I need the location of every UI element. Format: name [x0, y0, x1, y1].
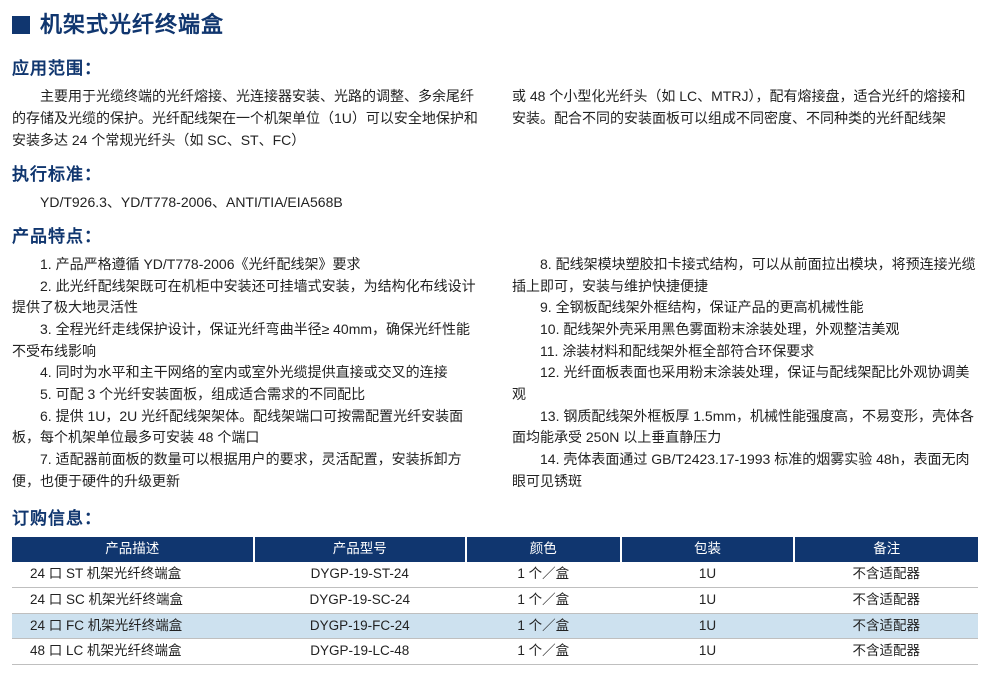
- feature-item: 3. 全程光纤走线保护设计，保证光纤弯曲半径≥ 40mm，确保光纤性能不受布线影…: [12, 319, 478, 362]
- table-cell: 不含适配器: [794, 562, 978, 587]
- features-heading: 产品特点：: [12, 224, 978, 250]
- table-cell: 1U: [621, 562, 795, 587]
- feature-item: 5. 可配 3 个光纤安装面板，组成适合需求的不同配比: [12, 384, 478, 406]
- features-right-col: 8. 配线架模块塑胶扣卡接式结构，可以从前面拉出模块，将预连接光缆插上即可，安装…: [512, 254, 978, 493]
- scope-columns: 主要用于光缆终端的光纤熔接、光连接器安装、光路的调整、多余尾纤的存储及光缆的保护…: [12, 86, 978, 151]
- table-row: 24 口 ST 机架光纤终端盒DYGP-19-ST-241 个／盒1U不含适配器: [12, 562, 978, 587]
- table-cell: 1 个／盒: [466, 613, 621, 639]
- table-header-cell: 颜色: [466, 537, 621, 562]
- table-cell: 不含适配器: [794, 639, 978, 665]
- scope-left-text: 主要用于光缆终端的光纤熔接、光连接器安装、光路的调整、多余尾纤的存储及光缆的保护…: [12, 86, 478, 151]
- table-cell: DYGP-19-FC-24: [254, 613, 467, 639]
- feature-item: 9. 全钢板配线架外框结构，保证产品的更高机械性能: [512, 297, 978, 319]
- table-cell: 1 个／盒: [466, 587, 621, 613]
- table-cell: 1U: [621, 639, 795, 665]
- feature-item: 1. 产品严格遵循 YD/T778-2006《光纤配线架》要求: [12, 254, 478, 276]
- table-cell: 1 个／盒: [466, 639, 621, 665]
- table-row: 24 口 FC 机架光纤终端盒DYGP-19-FC-241 个／盒1U不含适配器: [12, 613, 978, 639]
- table-cell: 48 口 LC 机架光纤终端盒: [12, 639, 254, 665]
- table-cell: DYGP-19-ST-24: [254, 562, 467, 587]
- page-title: 机架式光纤终端盒: [40, 8, 224, 42]
- table-cell: 1U: [621, 613, 795, 639]
- scope-right-text: 或 48 个小型化光纤头（如 LC、MTRJ），配有熔接盘，适合光纤的熔接和安装…: [512, 86, 978, 129]
- feature-item: 2. 此光纤配线架既可在机柜中安装还可挂墙式安装，为结构化布线设计提供了极大地灵…: [12, 276, 478, 319]
- feature-item: 10. 配线架外壳采用黑色雾面粉末涂装处理，外观整洁美观: [512, 319, 978, 341]
- feature-item: 8. 配线架模块塑胶扣卡接式结构，可以从前面拉出模块，将预连接光缆插上即可，安装…: [512, 254, 978, 297]
- order-heading: 订购信息：: [12, 506, 978, 532]
- features-columns: 1. 产品严格遵循 YD/T778-2006《光纤配线架》要求2. 此光纤配线架…: [12, 254, 978, 493]
- feature-item: 12. 光纤面板表面也采用粉末涂装处理，保证与配线架配比外观协调美观: [512, 362, 978, 405]
- table-cell: 不含适配器: [794, 613, 978, 639]
- title-row: 机架式光纤终端盒: [12, 8, 978, 42]
- table-header-cell: 包装: [621, 537, 795, 562]
- table-cell: 不含适配器: [794, 587, 978, 613]
- table-header-row: 产品描述产品型号颜色包装备注: [12, 537, 978, 562]
- table-row: 48 口 LC 机架光纤终端盒DYGP-19-LC-481 个／盒1U不含适配器: [12, 639, 978, 665]
- feature-item: 13. 钢质配线架外框板厚 1.5mm，机械性能强度高，不易变形，壳体各面均能承…: [512, 406, 978, 449]
- title-square-icon: [12, 16, 30, 34]
- feature-item: 14. 壳体表面通过 GB/T2423.17-1993 标准的烟雾实验 48h，…: [512, 449, 978, 492]
- table-cell: DYGP-19-LC-48: [254, 639, 467, 665]
- table-cell: 24 口 SC 机架光纤终端盒: [12, 587, 254, 613]
- features-left-col: 1. 产品严格遵循 YD/T778-2006《光纤配线架》要求2. 此光纤配线架…: [12, 254, 478, 493]
- feature-item: 4. 同时为水平和主干网络的室内或室外光缆提供直接或交叉的连接: [12, 362, 478, 384]
- scope-heading: 应用范围：: [12, 56, 978, 82]
- table-cell: 1 个／盒: [466, 562, 621, 587]
- feature-item: 7. 适配器前面板的数量可以根据用户的要求，灵活配置，安装拆卸方便，也便于硬件的…: [12, 449, 478, 492]
- feature-item: 6. 提供 1U，2U 光纤配线架架体。配线架端口可按需配置光纤安装面板，每个机…: [12, 406, 478, 449]
- table-body: 24 口 ST 机架光纤终端盒DYGP-19-ST-241 个／盒1U不含适配器…: [12, 562, 978, 665]
- table-cell: 24 口 FC 机架光纤终端盒: [12, 613, 254, 639]
- table-row: 24 口 SC 机架光纤终端盒DYGP-19-SC-241 个／盒1U不含适配器: [12, 587, 978, 613]
- table-header-cell: 备注: [794, 537, 978, 562]
- table-header-cell: 产品描述: [12, 537, 254, 562]
- standard-heading: 执行标准：: [12, 162, 978, 188]
- table-header-cell: 产品型号: [254, 537, 467, 562]
- order-table: 产品描述产品型号颜色包装备注 24 口 ST 机架光纤终端盒DYGP-19-ST…: [12, 537, 978, 666]
- table-cell: DYGP-19-SC-24: [254, 587, 467, 613]
- feature-item: 11. 涂装材料和配线架外框全部符合环保要求: [512, 341, 978, 363]
- standard-text: YD/T926.3、YD/T778-2006、ANTI/TIA/EIA568B: [12, 192, 978, 214]
- table-cell: 1U: [621, 587, 795, 613]
- table-cell: 24 口 ST 机架光纤终端盒: [12, 562, 254, 587]
